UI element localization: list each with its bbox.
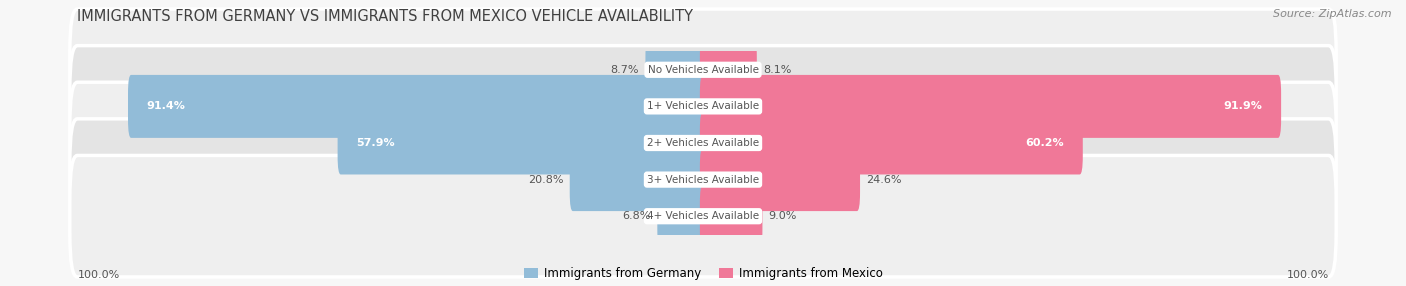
Text: 9.0%: 9.0%: [769, 211, 797, 221]
Text: 24.6%: 24.6%: [866, 175, 901, 184]
FancyBboxPatch shape: [70, 46, 1336, 167]
FancyBboxPatch shape: [70, 156, 1336, 277]
FancyBboxPatch shape: [700, 185, 762, 248]
FancyBboxPatch shape: [700, 148, 860, 211]
FancyBboxPatch shape: [70, 82, 1336, 204]
Text: IMMIGRANTS FROM GERMANY VS IMMIGRANTS FROM MEXICO VEHICLE AVAILABILITY: IMMIGRANTS FROM GERMANY VS IMMIGRANTS FR…: [77, 9, 693, 23]
Text: 6.8%: 6.8%: [623, 211, 651, 221]
FancyBboxPatch shape: [70, 9, 1336, 130]
Text: 8.7%: 8.7%: [610, 65, 640, 75]
Text: 100.0%: 100.0%: [1286, 270, 1329, 280]
Text: 60.2%: 60.2%: [1025, 138, 1064, 148]
Text: 3+ Vehicles Available: 3+ Vehicles Available: [647, 175, 759, 184]
Text: 91.4%: 91.4%: [146, 102, 186, 111]
FancyBboxPatch shape: [700, 38, 756, 101]
FancyBboxPatch shape: [128, 75, 706, 138]
Text: No Vehicles Available: No Vehicles Available: [648, 65, 758, 75]
Text: 4+ Vehicles Available: 4+ Vehicles Available: [647, 211, 759, 221]
FancyBboxPatch shape: [70, 119, 1336, 240]
FancyBboxPatch shape: [658, 185, 706, 248]
FancyBboxPatch shape: [337, 112, 706, 174]
Text: 2+ Vehicles Available: 2+ Vehicles Available: [647, 138, 759, 148]
FancyBboxPatch shape: [700, 75, 1281, 138]
FancyBboxPatch shape: [569, 148, 706, 211]
Text: 8.1%: 8.1%: [763, 65, 792, 75]
Text: 100.0%: 100.0%: [77, 270, 120, 280]
Text: 91.9%: 91.9%: [1223, 102, 1263, 111]
FancyBboxPatch shape: [645, 38, 706, 101]
Text: 20.8%: 20.8%: [529, 175, 564, 184]
Text: 57.9%: 57.9%: [356, 138, 395, 148]
Text: Source: ZipAtlas.com: Source: ZipAtlas.com: [1274, 9, 1392, 19]
FancyBboxPatch shape: [700, 112, 1083, 174]
Legend: Immigrants from Germany, Immigrants from Mexico: Immigrants from Germany, Immigrants from…: [523, 267, 883, 280]
Text: 1+ Vehicles Available: 1+ Vehicles Available: [647, 102, 759, 111]
